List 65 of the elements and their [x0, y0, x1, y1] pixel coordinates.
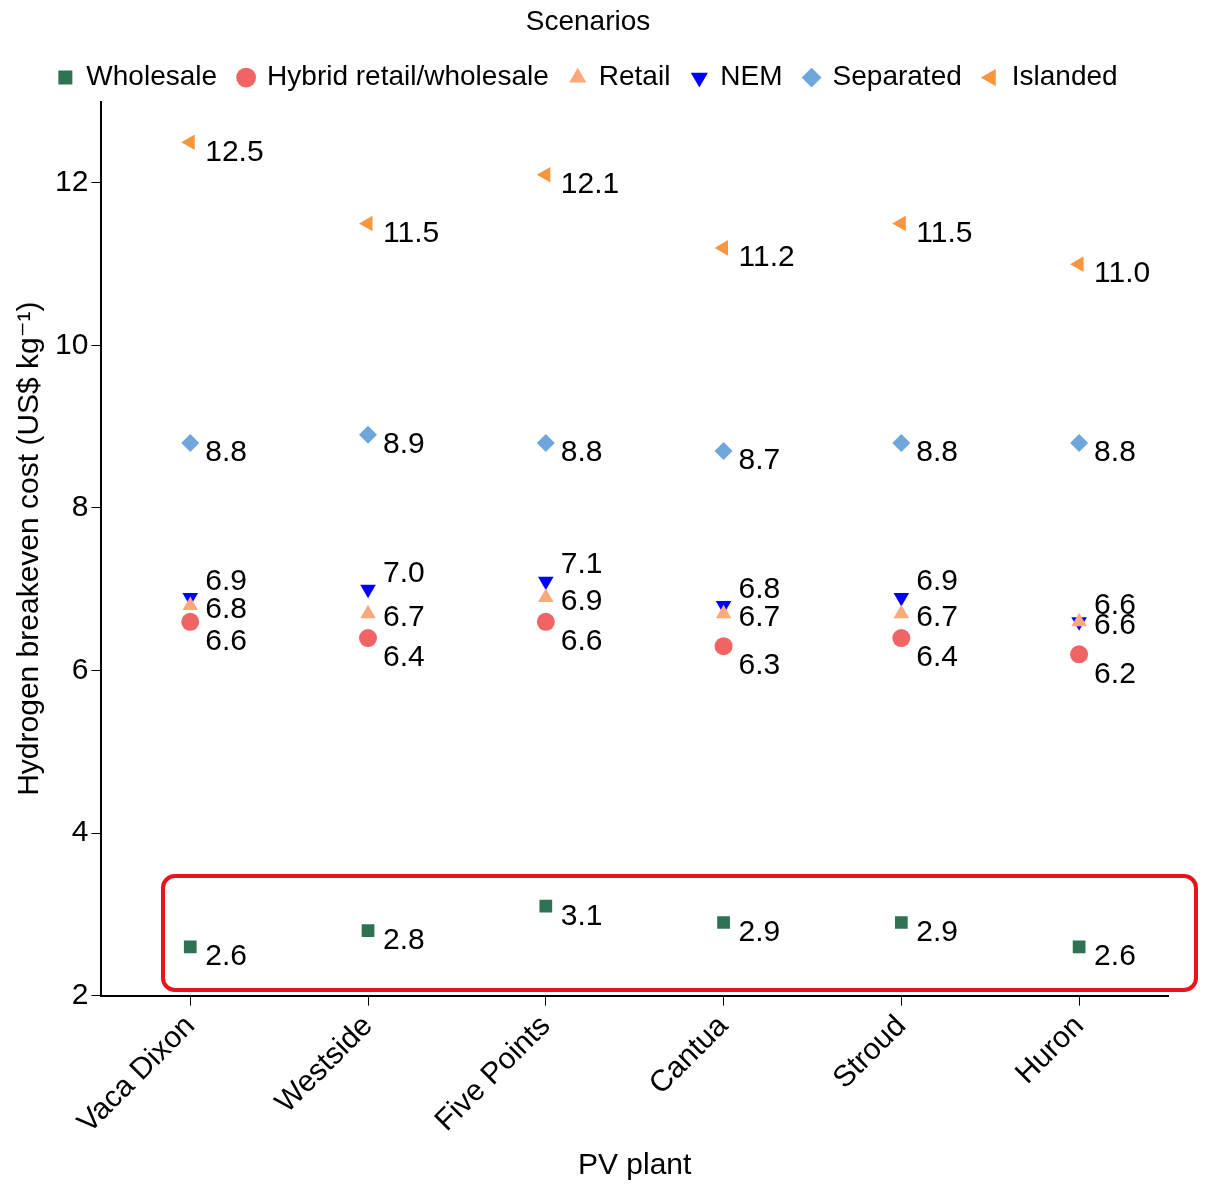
point — [359, 425, 378, 444]
y-axis-title: Hydrogen breakeven cost (US$ kg⁻¹) — [11, 301, 45, 796]
point — [1070, 433, 1089, 452]
data-label: 7.1 — [560, 546, 603, 580]
data-label: 8.8 — [205, 434, 247, 468]
data-label: 3.1 — [560, 897, 603, 931]
point — [181, 612, 200, 631]
data-label: 6.2 — [1094, 655, 1136, 689]
point — [181, 433, 200, 452]
data-label: 2.9 — [916, 913, 959, 947]
legend-label: Separated — [832, 60, 962, 92]
data-label: 8.8 — [560, 434, 603, 468]
x-axis-title: PV plant — [577, 1147, 693, 1181]
y-tick-label: 4 — [71, 814, 89, 848]
data-label: 6.9 — [916, 562, 959, 596]
data-label: 6.7 — [383, 598, 425, 632]
point — [182, 596, 199, 611]
point — [539, 899, 553, 913]
data-label: 11.5 — [916, 214, 973, 248]
point — [714, 637, 733, 656]
data-label: 8.8 — [916, 434, 959, 468]
data-label: 12.5 — [205, 133, 264, 167]
point — [894, 916, 908, 929]
data-label: 6.4 — [916, 639, 959, 673]
point — [359, 629, 378, 648]
y-tick-label: 10 — [54, 326, 89, 360]
data-label: 11.5 — [383, 214, 440, 248]
legend-label: Wholesale — [86, 60, 218, 92]
point — [361, 924, 375, 937]
data-label: 2.6 — [205, 938, 247, 972]
point — [536, 612, 555, 631]
data-label: 8.9 — [383, 426, 425, 460]
data-label: 6.9 — [560, 582, 603, 616]
point — [892, 629, 911, 648]
point — [183, 940, 197, 954]
point — [714, 442, 733, 461]
data-label: 2.8 — [383, 921, 425, 955]
legend-label: NEM — [720, 60, 783, 92]
data-label: 7.0 — [383, 554, 425, 588]
data-label: 6.3 — [738, 647, 781, 681]
legend-label: Islanded — [1011, 60, 1118, 92]
point — [1070, 645, 1089, 664]
legend-title: Scenarios — [525, 4, 651, 36]
data-label: 6.6 — [560, 623, 603, 657]
legend-label: Hybrid retail/wholesale — [267, 60, 549, 92]
data-label: 6.6 — [205, 623, 247, 657]
point — [717, 916, 730, 929]
y-tick-label: 8 — [71, 489, 89, 523]
data-label: 12.1 — [560, 166, 620, 200]
data-label: 8.7 — [738, 442, 781, 476]
point — [714, 240, 729, 256]
data-label: 6.7 — [916, 598, 959, 632]
y-tick-label: 6 — [71, 651, 89, 685]
data-label: 6.4 — [383, 639, 425, 673]
point — [1070, 256, 1084, 272]
y-tick-label: 2 — [71, 976, 89, 1010]
data-label: 11.0 — [1094, 255, 1151, 289]
y-tick-label: 12 — [54, 164, 89, 198]
data-label: 2.9 — [738, 913, 781, 947]
data-label: 8.8 — [1094, 434, 1136, 468]
point — [892, 433, 911, 452]
data-label: 2.6 — [1094, 938, 1136, 972]
data-label: 11.2 — [738, 239, 795, 273]
legend-label: Retail — [598, 60, 671, 92]
point — [536, 433, 555, 452]
